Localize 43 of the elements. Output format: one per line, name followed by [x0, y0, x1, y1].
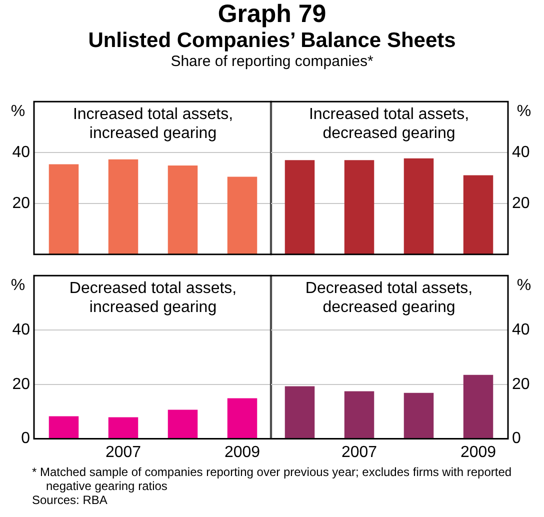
y-tick-label: 40: [12, 144, 30, 161]
text: Unlisted Companies’ Balance Sheets: [87, 28, 457, 53]
y-tick-label: 0: [21, 430, 30, 448]
bar: [227, 398, 258, 438]
bar: [227, 176, 258, 254]
x-tick-label: 2007: [105, 444, 142, 461]
y-tick-label: 40: [12, 321, 30, 338]
y-tick-label: 20: [12, 376, 30, 393]
bar: [344, 391, 374, 438]
bar: [168, 410, 198, 438]
y-axis-title: %: [10, 277, 26, 294]
text: * Matched sample of companies reporting over previous year; excludes firms with reported negative gearing ratios: [32, 465, 512, 493]
bar: [108, 159, 138, 254]
bar: [48, 416, 79, 438]
bar: [108, 417, 138, 438]
y-tick-label: 0: [512, 430, 521, 448]
bar: [284, 160, 315, 254]
bar: [168, 166, 198, 254]
y-axis-title: %: [516, 277, 532, 294]
bar: [463, 175, 494, 254]
y-tick-label: 20: [12, 194, 30, 212]
text: Increased total assets, increased gearing: [72, 106, 234, 142]
bar: [404, 158, 434, 254]
bar: [404, 392, 434, 438]
text: Decreased total assets, decreased gearing: [305, 280, 473, 316]
bar: [48, 164, 79, 254]
x-tick-label: 2009: [224, 444, 260, 461]
bar: [344, 160, 374, 254]
text: Decreased total assets, increased gearing: [69, 280, 237, 316]
x-tick-label: 2007: [341, 444, 378, 461]
y-axis-title: %: [516, 103, 532, 120]
y-tick-label: 20: [512, 376, 530, 393]
y-tick-label: 40: [512, 321, 530, 338]
x-tick-label: 2009: [460, 444, 496, 461]
y-tick-label: 20: [512, 194, 530, 212]
caption: Graph 79: [216, 0, 328, 29]
source-note: Sources: RBA: [32, 493, 108, 507]
bar: [284, 386, 315, 438]
y-tick-label: 40: [512, 144, 530, 161]
y-axis-title: %: [10, 103, 26, 120]
bar: [463, 374, 494, 438]
text: Increased total assets, decreased gearing: [308, 106, 470, 142]
text: Share of reporting companies*: [170, 52, 374, 70]
